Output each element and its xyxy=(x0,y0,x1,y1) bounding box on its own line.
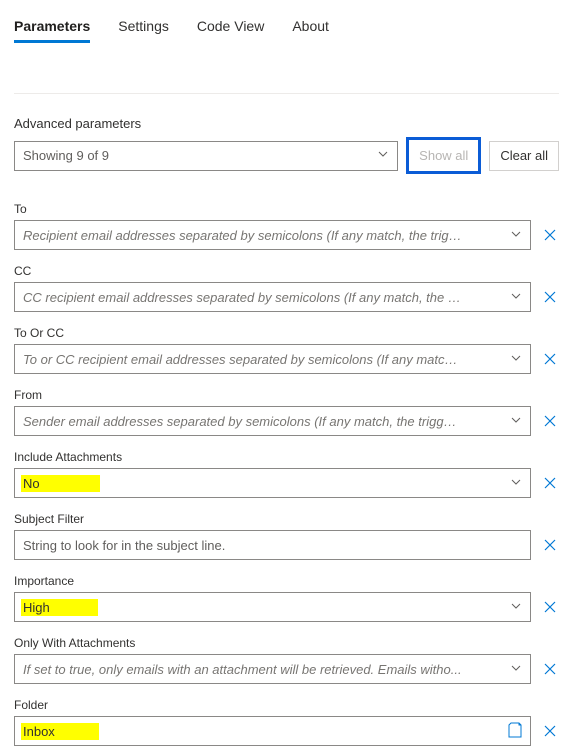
cc-label: CC xyxy=(14,264,559,278)
show-all-callout: Show all xyxy=(406,137,481,174)
to-placeholder: Recipient email addresses separated by s… xyxy=(23,228,463,243)
only-with-attachments-placeholder: If set to true, only emails with an atta… xyxy=(23,662,462,677)
remove-only-with-attachments-button[interactable] xyxy=(541,660,559,678)
importance-select[interactable]: High xyxy=(14,592,531,622)
to-or-cc-placeholder: To or CC recipient email addresses separ… xyxy=(23,352,463,367)
to-or-cc-input[interactable]: To or CC recipient email addresses separ… xyxy=(14,344,531,374)
advanced-showing-text: Showing 9 of 9 xyxy=(23,148,109,163)
chevron-down-icon xyxy=(510,414,522,429)
tab-parameters[interactable]: Parameters xyxy=(14,18,90,43)
subject-filter-input[interactable]: String to look for in the subject line. xyxy=(14,530,531,560)
clear-all-button[interactable]: Clear all xyxy=(489,141,559,171)
include-attachments-label: Include Attachments xyxy=(14,450,559,464)
section-divider xyxy=(14,93,559,94)
remove-subject-filter-button[interactable] xyxy=(541,536,559,554)
chevron-down-icon xyxy=(510,476,522,491)
chevron-down-icon xyxy=(377,148,389,163)
tab-about[interactable]: About xyxy=(292,18,329,43)
only-with-attachments-select[interactable]: If set to true, only emails with an atta… xyxy=(14,654,531,684)
subject-filter-placeholder: String to look for in the subject line. xyxy=(23,538,522,553)
remove-from-button[interactable] xyxy=(541,412,559,430)
cc-input[interactable]: CC recipient email addresses separated b… xyxy=(14,282,531,312)
chevron-down-icon xyxy=(510,662,522,677)
remove-to-or-cc-button[interactable] xyxy=(541,350,559,368)
remove-cc-button[interactable] xyxy=(541,288,559,306)
chevron-down-icon xyxy=(510,600,522,615)
advanced-showing-select[interactable]: Showing 9 of 9 xyxy=(14,141,398,171)
to-input[interactable]: Recipient email addresses separated by s… xyxy=(14,220,531,250)
folder-input[interactable]: Inbox xyxy=(14,716,531,746)
to-or-cc-label: To Or CC xyxy=(14,326,559,340)
tab-settings[interactable]: Settings xyxy=(118,18,169,43)
show-all-button[interactable]: Show all xyxy=(415,146,472,165)
tab-code-view[interactable]: Code View xyxy=(197,18,264,43)
tabs: Parameters Settings Code View About xyxy=(14,18,559,53)
include-attachments-value: No xyxy=(21,475,100,492)
chevron-down-icon xyxy=(510,290,522,305)
to-label: To xyxy=(14,202,559,216)
cc-placeholder: CC recipient email addresses separated b… xyxy=(23,290,463,305)
remove-to-button[interactable] xyxy=(541,226,559,244)
chevron-down-icon xyxy=(510,352,522,367)
from-input[interactable]: Sender email addresses separated by semi… xyxy=(14,406,531,436)
remove-include-attachments-button[interactable] xyxy=(541,474,559,492)
remove-importance-button[interactable] xyxy=(541,598,559,616)
subject-filter-label: Subject Filter xyxy=(14,512,559,526)
advanced-parameters-row: Showing 9 of 9 Show all Clear all xyxy=(14,137,559,174)
include-attachments-select[interactable]: No xyxy=(14,468,531,498)
folder-value: Inbox xyxy=(21,723,99,740)
importance-value: High xyxy=(21,599,98,616)
from-label: From xyxy=(14,388,559,402)
folder-picker-icon[interactable] xyxy=(508,722,522,741)
remove-folder-button[interactable] xyxy=(541,722,559,740)
chevron-down-icon xyxy=(510,228,522,243)
advanced-parameters-label: Advanced parameters xyxy=(14,116,559,131)
from-placeholder: Sender email addresses separated by semi… xyxy=(23,414,463,429)
importance-label: Importance xyxy=(14,574,559,588)
only-with-attachments-label: Only With Attachments xyxy=(14,636,559,650)
folder-label: Folder xyxy=(14,698,559,712)
